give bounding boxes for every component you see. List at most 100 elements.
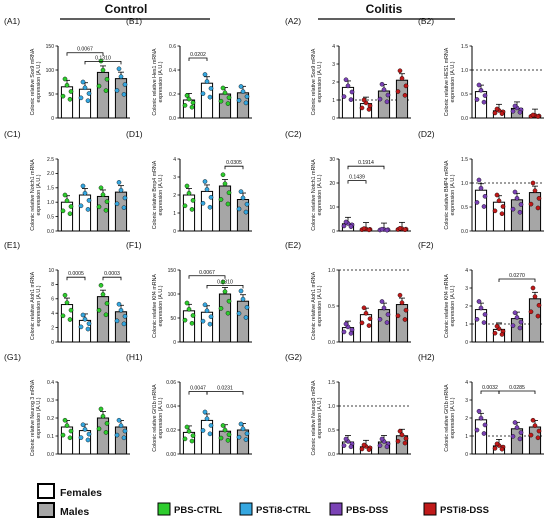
- y-tick-label: 30: [329, 157, 335, 163]
- data-point: [474, 317, 480, 322]
- y-tick-label: 50: [48, 92, 54, 98]
- data-point: [114, 88, 120, 93]
- data-point: [202, 409, 208, 415]
- y-tick-label: 1.5: [461, 44, 468, 50]
- data-point: [85, 98, 91, 104]
- significance-bracket: [66, 52, 104, 56]
- data-point: [243, 100, 249, 106]
- y-tick-label: 0.5: [47, 214, 54, 220]
- data-point: [240, 195, 246, 201]
- y-tick-label: 0.0: [328, 340, 335, 346]
- data-point: [395, 89, 401, 94]
- data-point: [494, 106, 500, 112]
- legend-label-pbs-dss: PBS-DSS: [346, 505, 388, 516]
- data-point: [530, 285, 536, 291]
- y-tick-label: 0: [332, 116, 335, 122]
- panel-label: (B2): [418, 16, 434, 26]
- data-point: [395, 313, 401, 319]
- legend-label-psti8-ctrl: PSTi8-CTRL: [256, 505, 311, 516]
- y-tick-label: 2: [465, 416, 468, 422]
- legend-swatch-pbs-dss: [329, 502, 343, 516]
- data-point: [186, 429, 192, 434]
- data-point: [218, 435, 224, 441]
- data-point: [385, 92, 391, 98]
- y-tick-label: 0.4: [169, 68, 176, 74]
- data-point: [384, 320, 390, 325]
- data-point: [118, 187, 124, 193]
- y-tick-label: 0.0: [47, 229, 54, 235]
- chart-panels: (A1) Colonic relative Sox9 mRNA expression…: [4, 16, 544, 458]
- y-tick-label: 0: [332, 229, 335, 235]
- data-point: [64, 82, 70, 88]
- y-axis-label-line: Colonic relative Bmp4 mRNA: [152, 160, 158, 229]
- significance-bracket: [188, 391, 208, 395]
- data-point: [204, 79, 210, 84]
- y-axis-label-line: expression (A.U.): [158, 285, 164, 326]
- y-axis-label-line: Colonic relative BMP4 mRNA: [444, 160, 450, 230]
- y-axis-label-line: Colonic relative Klf4 mRNA: [152, 274, 158, 338]
- y-tick-label: 0.06: [166, 380, 176, 386]
- panel-d1: (D1) Colonic relative Bmp4 mRNAexpression…: [126, 129, 252, 235]
- data-point: [78, 203, 84, 209]
- data-point: [182, 203, 188, 209]
- data-point: [492, 446, 498, 451]
- data-point: [341, 329, 347, 335]
- data-point: [395, 438, 401, 444]
- y-axis-label: Colonic relative Atoh1 mRNAexpression (A…: [30, 271, 42, 340]
- data-point: [78, 95, 84, 101]
- data-point: [512, 310, 518, 316]
- data-point: [207, 431, 213, 437]
- panel-e1: (E1) Colonic relative Atoh1 mRNAexpressio…: [4, 240, 130, 346]
- y-tick-label: 1: [465, 434, 468, 440]
- panel-label: (D1): [126, 129, 143, 139]
- data-point: [100, 67, 106, 73]
- y-axis-label-line: Colonic relative Sox9 mRNA: [30, 48, 36, 115]
- data-point: [236, 98, 242, 103]
- data-point: [67, 317, 73, 322]
- panel-label: (A1): [4, 16, 20, 26]
- data-point: [114, 432, 120, 438]
- data-point: [190, 100, 196, 105]
- y-tick-label: 3: [465, 286, 468, 292]
- data-point: [121, 92, 127, 97]
- data-point: [80, 183, 86, 189]
- y-tick-label: 4: [465, 380, 468, 386]
- p-value-label: 0.0202: [190, 52, 206, 58]
- y-axis-label-line: expression (A.U.): [158, 61, 164, 102]
- data-point: [399, 300, 405, 305]
- data-point: [86, 91, 92, 96]
- p-value-label: 0.0005: [68, 271, 84, 277]
- p-value-label: 0.0067: [77, 47, 93, 53]
- panel-label: (H1): [126, 352, 143, 362]
- data-point: [182, 436, 188, 442]
- y-tick-label: 0.0: [461, 116, 468, 122]
- legend-swatch-psti8-dss: [423, 502, 437, 516]
- data-point: [236, 311, 242, 316]
- y-tick-label: 2.5: [47, 157, 54, 163]
- y-axis-label-line: expression (A.U.): [450, 397, 456, 438]
- data-point: [341, 94, 347, 99]
- data-point: [96, 83, 102, 89]
- y-axis-label-line: expression (A.U.): [317, 174, 323, 215]
- data-point: [402, 440, 408, 446]
- data-point: [243, 209, 249, 215]
- data-point: [379, 299, 385, 304]
- data-point: [85, 207, 91, 212]
- data-point: [496, 198, 502, 204]
- data-point: [481, 320, 487, 325]
- data-point: [478, 87, 484, 93]
- data-point: [341, 443, 347, 448]
- data-point: [535, 205, 541, 211]
- data-point: [482, 93, 488, 98]
- significance-bracket: [84, 60, 122, 65]
- data-point: [182, 103, 188, 108]
- y-tick-label: 0.5: [328, 428, 335, 434]
- data-point: [361, 442, 367, 448]
- data-point: [190, 198, 196, 203]
- data-point: [200, 428, 206, 433]
- data-point: [122, 195, 128, 201]
- group-header-colitis: Colitis: [318, 2, 455, 20]
- legend-label-psti8-dss: PSTi8-DSS: [440, 505, 489, 516]
- data-point: [96, 204, 102, 210]
- data-point: [512, 103, 518, 109]
